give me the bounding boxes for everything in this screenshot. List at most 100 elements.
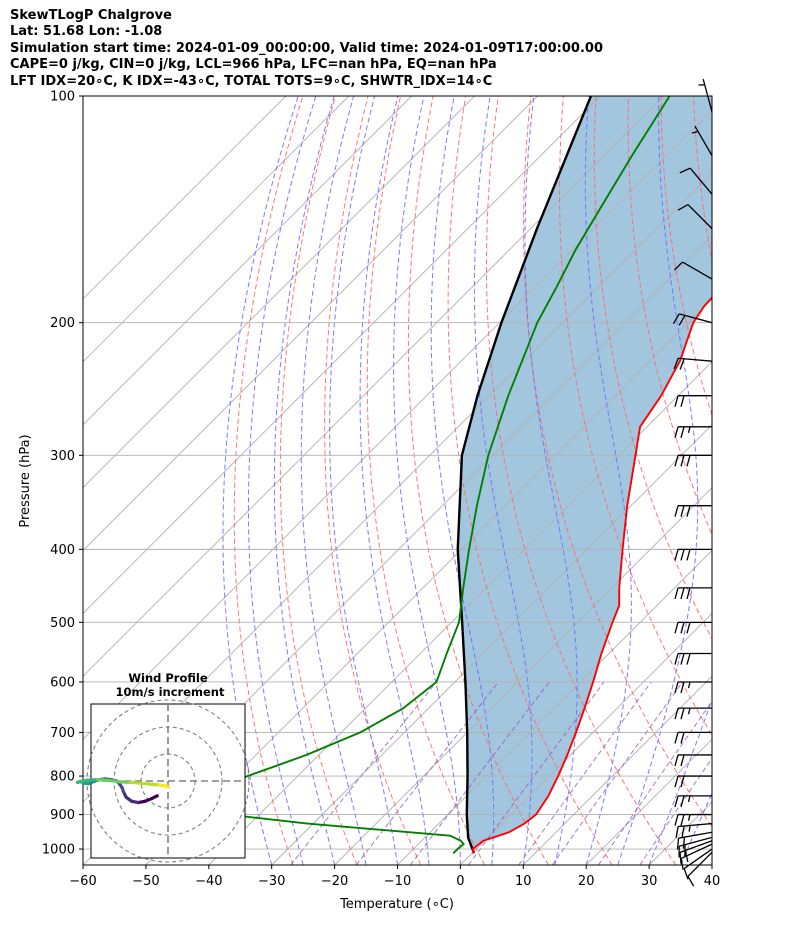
wind-barb-feather [674, 426, 679, 439]
wind-barb-half-feather [687, 708, 691, 715]
wind-barb [673, 357, 713, 370]
wind-barb [674, 775, 712, 788]
wind-barb-feather [674, 681, 679, 694]
wind-barb-feather [679, 852, 682, 864]
y-axis-label: Pressure (hPa) [18, 434, 33, 527]
wind-barb-feather [674, 814, 679, 826]
y-tick-label: 200 [50, 316, 75, 331]
wind-barb [675, 822, 713, 838]
wind-barb-feather [680, 795, 685, 808]
wind-barb-feather [676, 838, 680, 850]
dry-adiabat-line [523, 96, 712, 828]
wind-barb-feather [680, 622, 685, 634]
wind-barbs [672, 78, 713, 887]
chart-title-block: SkewTLogP Chalgrove Lat: 51.68 Lon: -1.0… [10, 8, 603, 90]
moist-adiabat-line [711, 863, 712, 865]
wind-barb [674, 426, 712, 439]
wind-barb [673, 261, 713, 280]
wind-barb [674, 395, 712, 407]
wind-barb-feather [687, 876, 695, 887]
wind-barb-feather [686, 653, 691, 665]
x-tick-label: −30 [258, 874, 285, 889]
x-tick-label: 10 [515, 874, 532, 889]
isotherm-line [83, 96, 601, 615]
temperature-profile-line [471, 296, 712, 854]
isotherm-line [397, 549, 712, 865]
wind-barb [674, 754, 712, 767]
hodograph-trace [75, 777, 171, 805]
isotherm-line [83, 96, 287, 300]
parcel-profile-line [456, 96, 593, 854]
wind-barb-half-feather [691, 130, 699, 134]
moist-adiabat-line [222, 96, 299, 865]
wind-barb-feather [674, 622, 679, 634]
moist-adiabat-line [648, 698, 712, 865]
hodograph-segment [85, 778, 100, 782]
wind-barb-feather [686, 455, 691, 467]
dewpoint-profile-line [201, 96, 671, 854]
wind-barb [698, 78, 713, 113]
dry-adiabat-line [407, 96, 549, 865]
isotherm-line [208, 361, 712, 865]
wind-barb-feather [680, 587, 685, 600]
wind-barb [674, 795, 712, 808]
wind-barb-feather [674, 455, 679, 467]
profile-layer [201, 96, 712, 854]
x-tick-label: −20 [321, 874, 348, 889]
isotherm-line [460, 612, 712, 865]
moist-adiabat-line [247, 96, 317, 865]
wind-barb-staff [683, 848, 713, 870]
dry-adiabat-line [759, 96, 794, 865]
hodograph-segment [163, 784, 171, 789]
hodograph-segment [106, 778, 122, 784]
wind-barb-feather [680, 505, 685, 517]
wind-barb-feather [672, 313, 680, 325]
isotherm-line [83, 109, 712, 740]
y-tick-label: 1000 [42, 843, 75, 858]
mixing-ratio-line [409, 681, 550, 865]
x-tick-label: −50 [132, 874, 159, 889]
dry-adiabat-line [593, 96, 712, 640]
wind-barb-feather [674, 395, 679, 407]
x-tick-label: 40 [704, 874, 721, 889]
wind-barb [674, 731, 712, 744]
mixing-ratio-line [468, 681, 605, 865]
moist-adiabat-line [617, 96, 699, 865]
wind-barb [674, 681, 712, 694]
isotherm-line [83, 96, 538, 552]
y-tick-label: 600 [50, 675, 75, 690]
isotherm-line [522, 675, 712, 865]
dry-adiabat-line [366, 96, 485, 865]
x-tick-label: −60 [69, 874, 96, 889]
wind-barb-feather [674, 653, 679, 665]
title-latlon: Lat: 51.68 Lon: -1.08 [10, 24, 163, 40]
isotherm-line [334, 486, 712, 865]
x-tick-label: 0 [456, 874, 464, 889]
wind-barb-feather [682, 837, 686, 849]
wind-barb-half-feather [687, 814, 691, 821]
wind-barb-half-feather [687, 681, 691, 689]
wind-barb-half-feather [685, 855, 689, 863]
wind-barb-half-feather [685, 850, 687, 857]
wind-barb-feather [674, 505, 679, 517]
dry-adiabat-line [324, 96, 422, 865]
y-tick-label: 100 [50, 90, 75, 105]
wind-barb-feather [674, 754, 679, 767]
grid-layer [83, 96, 794, 865]
y-tick-label: 500 [50, 616, 75, 631]
dry-adiabat-line [279, 96, 358, 865]
title-cape-indices: CAPE=0 j/kg, CIN=0 j/kg, LCL=966 hPa, LF… [10, 57, 497, 73]
wind-barb-half-feather [688, 825, 691, 832]
wind-barb-feather [674, 707, 679, 720]
wind-barb-feather [680, 858, 684, 870]
wind-barb [679, 167, 713, 195]
wind-barb [687, 851, 713, 887]
dry-adiabat-line [447, 96, 613, 865]
dry-adiabat-line [726, 96, 794, 865]
cape-fill-area [457, 96, 712, 854]
isotherm-line [775, 96, 794, 865]
wind-barb-feather [680, 681, 685, 694]
wind-barb-feather [680, 653, 685, 665]
hodograph-title: Wind Profile [128, 671, 208, 685]
